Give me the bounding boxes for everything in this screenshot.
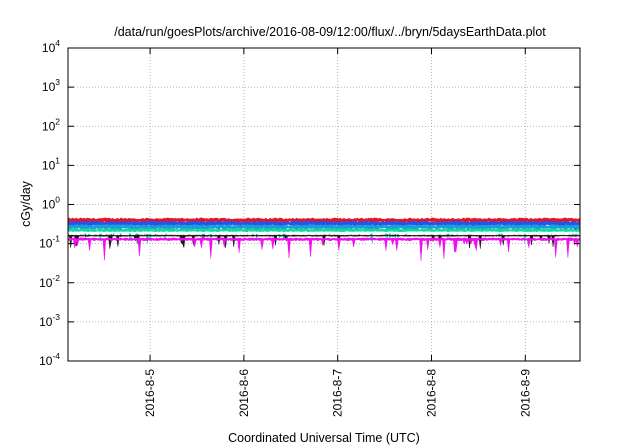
x-tick-label: 2016-8-9 [518,369,532,417]
y-tick-label: 101 [42,155,60,172]
y-tick-label: 10-4 [39,351,60,368]
y-tick-label: 103 [42,77,60,94]
y-tick-label: 100 [42,195,60,212]
y-tick-label: 104 [42,38,60,55]
y-tick-label: 10-1 [39,234,60,251]
x-tick-labels: 2016-8-5 2016-8-6 2016-8-7 2016-8-8 2016-8-9 [143,369,532,417]
y-tick-label: 10-2 [39,273,60,290]
y-tick-label: 10-3 [39,312,60,329]
chart-title: /data/run/goesPlots/archive/2016-08-09/1… [114,25,546,39]
x-tick-label: 2016-8-6 [237,369,251,417]
x-tick-label: 2016-8-7 [331,369,345,417]
x-tick-label: 2016-8-5 [143,369,157,417]
y-tick-label: 102 [42,116,60,133]
plot-area [67,47,581,362]
x-tick-label: 2016-8-8 [424,369,438,417]
y-axis-label: cGy/day [19,180,33,227]
ticks [68,47,580,362]
x-axis-label: Coordinated Universal Time (UTC) [228,431,420,445]
y-tick-labels: 10-4 10-3 10-2 10-1 100 101 102 103 104 [39,38,60,368]
